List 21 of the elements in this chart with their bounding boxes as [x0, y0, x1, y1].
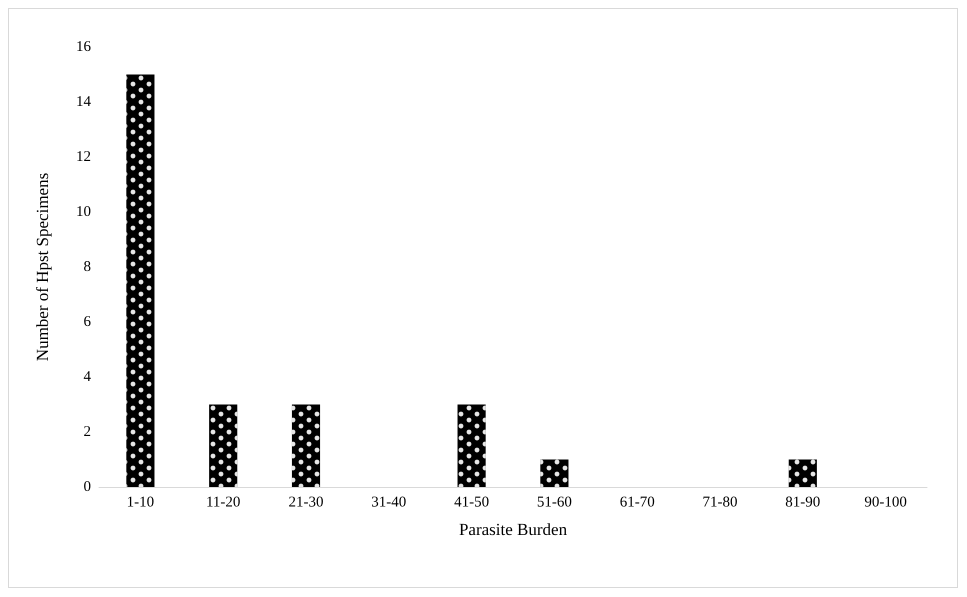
y-tick-label: 10 [76, 204, 91, 220]
x-tick-label: 21-30 [288, 494, 324, 510]
x-tick-label: 61-70 [620, 494, 655, 510]
y-tick-label: 12 [76, 149, 91, 165]
x-axis-title: Parasite Burden [458, 520, 568, 539]
x-tick-label: 51-60 [536, 494, 572, 510]
x-tick-label: 71-80 [702, 494, 738, 510]
y-tick-label: 8 [84, 259, 91, 275]
x-tick-label: 11-20 [206, 494, 240, 510]
y-tick-label: 0 [84, 479, 91, 495]
y-tick-label: 4 [84, 369, 92, 385]
x-tick-label: 1-10 [126, 494, 154, 510]
y-tick-label: 6 [84, 314, 92, 330]
y-tick-label: 16 [76, 39, 92, 55]
y-axis-title: Number of Hpst Specimens [33, 172, 52, 362]
x-tick-label: 41-50 [454, 494, 490, 510]
y-tick-label: 2 [84, 424, 91, 440]
x-tick-label: 81-90 [785, 494, 820, 510]
x-tick-label: 31-40 [371, 494, 406, 510]
x-tick-label: 90-100 [864, 494, 907, 510]
y-tick-label: 14 [76, 94, 92, 110]
